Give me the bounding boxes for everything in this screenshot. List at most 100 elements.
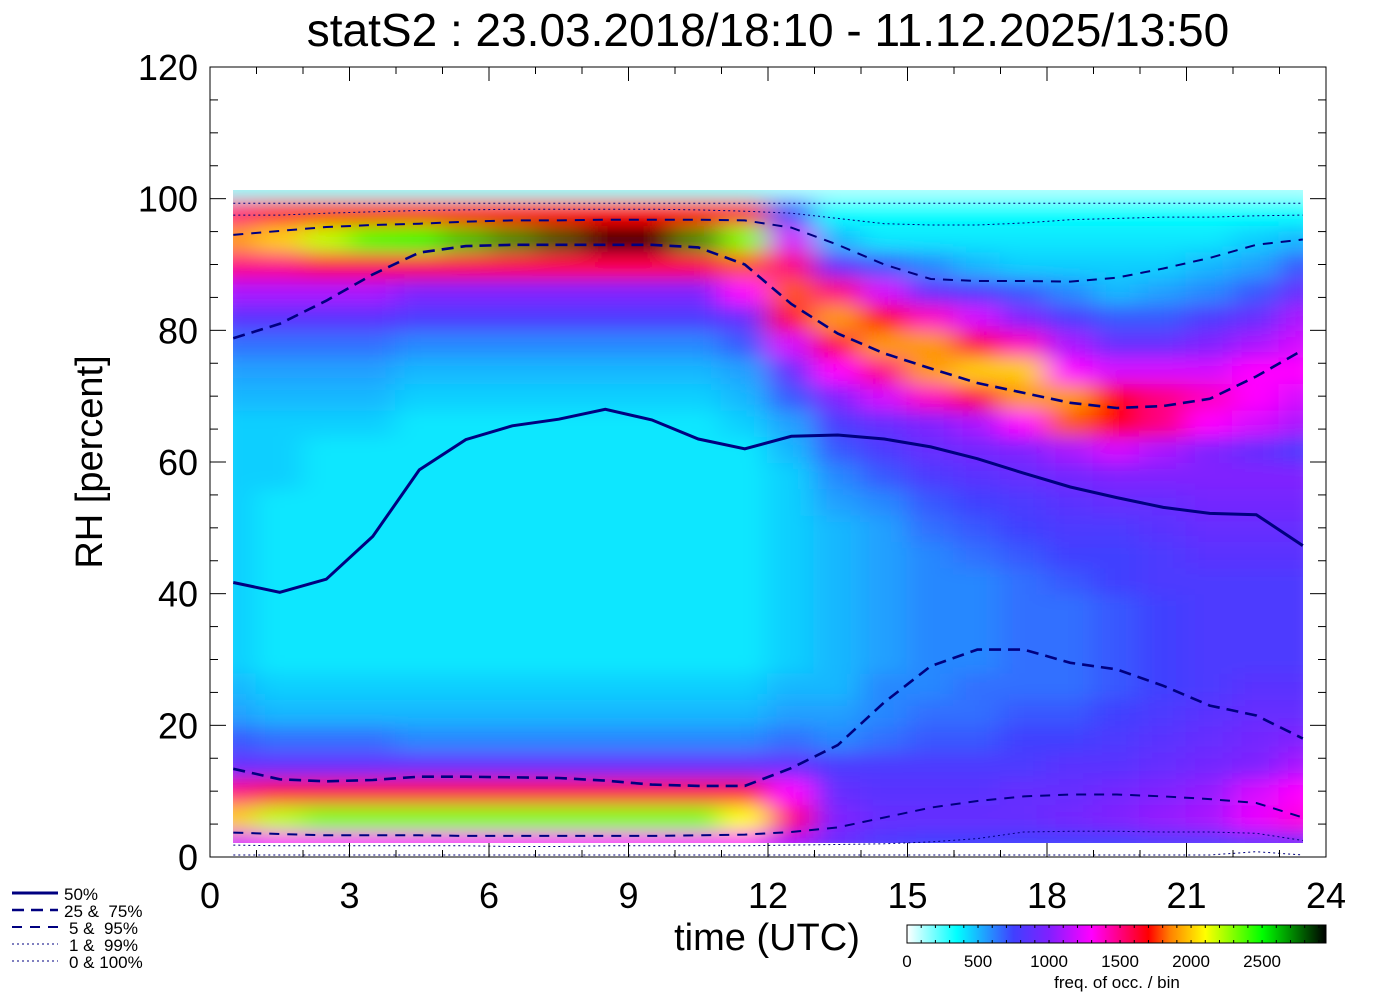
heatmap-cell	[441, 803, 490, 832]
heatmap-cell	[1046, 190, 1095, 200]
heatmap-cell	[348, 698, 397, 727]
heatmap-cell	[581, 382, 630, 411]
heatmap-cell	[860, 487, 909, 516]
heatmap-cell	[1185, 592, 1234, 621]
heatmap-cell	[767, 190, 816, 200]
heatmap-cell	[395, 408, 444, 437]
heatmap-cell	[813, 355, 862, 384]
heatmap-cell	[813, 803, 862, 832]
heatmap-cell	[1232, 487, 1281, 516]
heatmap-cell	[767, 461, 816, 490]
heatmap-cell	[767, 329, 816, 358]
heatmap-cell	[999, 355, 1048, 384]
heatmap-cell	[860, 566, 909, 595]
heatmap-cell	[906, 513, 955, 542]
heatmap-cell	[302, 803, 351, 832]
heatmap-cell	[302, 382, 351, 411]
heatmap-cell	[720, 671, 769, 700]
heatmap-cell	[999, 750, 1048, 779]
heatmap-cell	[674, 190, 723, 200]
heatmap-cell	[860, 224, 909, 253]
heatmap-cell	[1232, 329, 1281, 358]
heatmap-cell	[488, 434, 537, 463]
axis-ticks	[209, 66, 1327, 858]
heatmap-cell	[348, 619, 397, 648]
x-tick-label: 6	[479, 875, 499, 916]
heatmap-cell	[348, 566, 397, 595]
heatmap-cell	[674, 724, 723, 753]
heatmap-cell	[627, 645, 676, 674]
heatmap-cell	[906, 803, 955, 832]
heatmap-cell	[767, 513, 816, 542]
heatmap-cell	[233, 408, 258, 437]
heatmap-cell	[1185, 724, 1234, 753]
heatmap-cell	[674, 750, 723, 779]
heatmap-cell	[1046, 513, 1095, 542]
heatmap-cell	[953, 619, 1002, 648]
heatmap-cell	[581, 619, 630, 648]
heatmap-cell	[534, 566, 583, 595]
heatmap-cell	[813, 777, 862, 806]
heatmap-cell	[1046, 197, 1095, 226]
heatmap-cell	[813, 382, 862, 411]
heatmap-cell	[395, 698, 444, 727]
heatmap-cell	[953, 303, 1002, 332]
heatmap-cell	[953, 355, 1002, 384]
heatmap-cell	[441, 619, 490, 648]
heatmap-cell	[813, 645, 862, 674]
heatmap-cell	[999, 566, 1048, 595]
heatmap-cell	[860, 698, 909, 727]
heatmap-cell	[233, 619, 258, 648]
heatmap-cell	[1092, 566, 1141, 595]
heatmap-cell	[488, 250, 537, 279]
heatmap-cell	[534, 303, 583, 332]
heatmap-cell	[860, 355, 909, 384]
heatmap-cell	[1046, 566, 1095, 595]
heatmap-cell	[255, 566, 304, 595]
y-tick-label: 0	[178, 837, 198, 878]
heatmap-cell	[534, 619, 583, 648]
legend: 50%25 & 75%5 & 95%1 & 99%0 & 100%	[12, 885, 143, 972]
heatmap-cell	[1232, 197, 1281, 226]
heatmap-cell	[581, 645, 630, 674]
colorbar-label: freq. of occ. / bin	[1054, 973, 1180, 992]
heatmap-cell	[953, 408, 1002, 437]
heatmap-cell	[302, 829, 351, 843]
heatmap-cell	[581, 592, 630, 621]
heatmap-cell	[999, 408, 1048, 437]
heatmap-cell	[441, 382, 490, 411]
heatmap-cell	[488, 224, 537, 253]
heatmap-cell	[906, 197, 955, 226]
heatmap-cell	[1092, 276, 1141, 305]
heatmap-cell	[1185, 803, 1234, 832]
heatmap-cell	[1278, 382, 1303, 411]
heatmap-cell	[255, 829, 304, 843]
heatmap-cell	[627, 803, 676, 832]
heatmap-cell	[302, 592, 351, 621]
heatmap-cell	[255, 698, 304, 727]
heatmap-cell	[302, 461, 351, 490]
heatmap-cell	[720, 513, 769, 542]
y-tick-label: 100	[138, 179, 198, 220]
heatmap-cell	[1046, 829, 1095, 843]
heatmap-cell	[860, 197, 909, 226]
heatmap-cell	[534, 592, 583, 621]
heatmap-cell	[233, 461, 258, 490]
heatmap-cell	[627, 250, 676, 279]
heatmap-cell	[720, 698, 769, 727]
heatmap-cell	[1232, 276, 1281, 305]
heatmap-cell	[720, 540, 769, 569]
heatmap-cell	[348, 197, 397, 226]
heatmap-cell	[581, 803, 630, 832]
heatmap-cell	[1278, 434, 1303, 463]
heatmap-cell	[627, 777, 676, 806]
heatmap-cell	[674, 329, 723, 358]
heatmap-cell	[906, 408, 955, 437]
heatmap-cell	[534, 224, 583, 253]
colorbar-tick-label: 500	[964, 952, 992, 971]
heatmap-cell	[488, 777, 537, 806]
heatmap-cell	[720, 382, 769, 411]
heatmap-cell	[441, 829, 490, 843]
heatmap-cell	[1092, 592, 1141, 621]
heatmap-cell	[1046, 803, 1095, 832]
